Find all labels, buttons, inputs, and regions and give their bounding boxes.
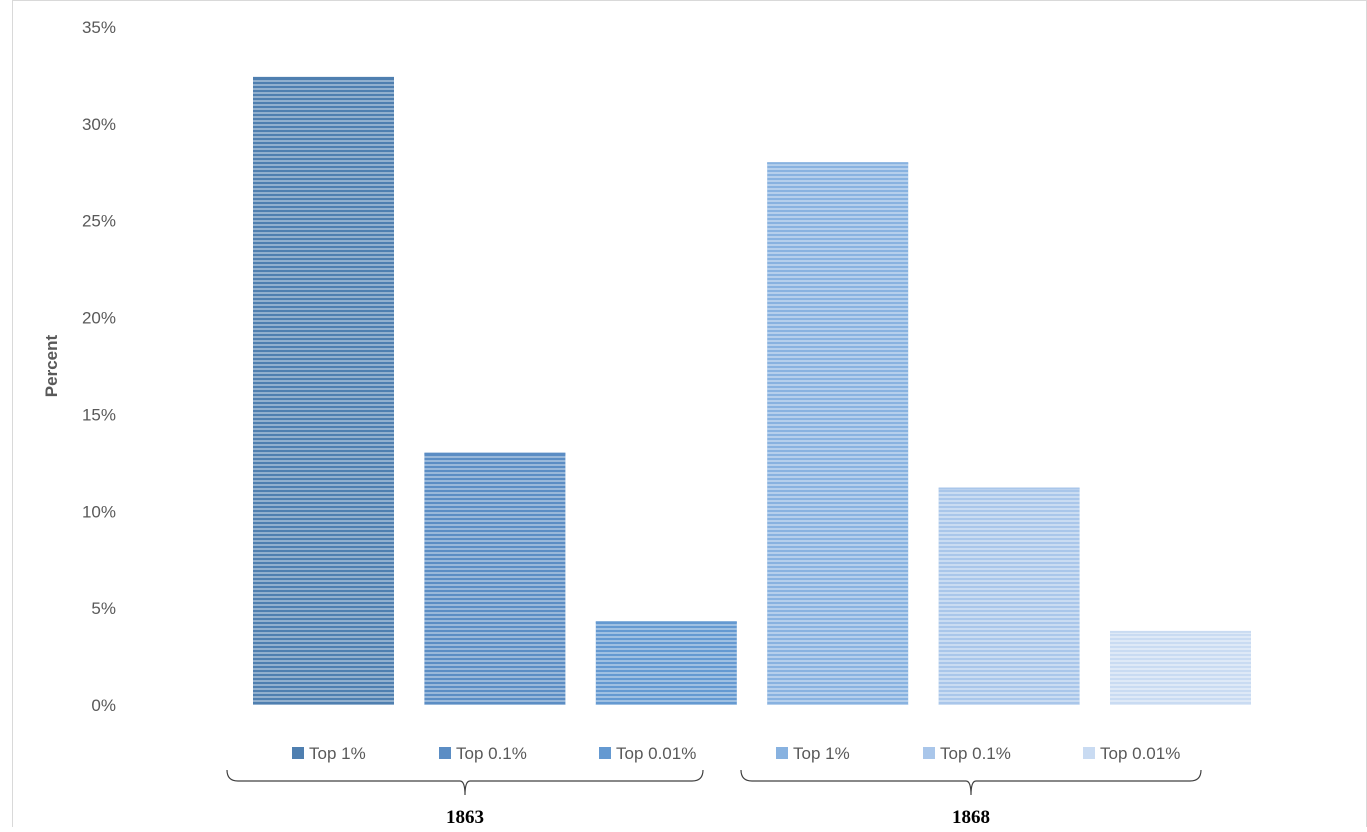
legend-swatch [439, 747, 451, 759]
y-tick-label: 35% [82, 18, 116, 37]
group-bracket [740, 769, 1202, 796]
bar-stripes [1110, 631, 1251, 705]
legend-label: Top 0.1% [940, 744, 1011, 763]
group-label: 1863 [446, 807, 484, 827]
legend-label: Top 1% [793, 744, 850, 763]
legend-label: Top 1% [309, 744, 366, 763]
bar-stripes [938, 488, 1080, 705]
legend-label: Top 0.1% [456, 744, 527, 763]
group-label: 1868 [952, 807, 990, 827]
bars [253, 76, 1251, 706]
y-axis: 0% 5% 10% 15% 20% 25% 30% 35% [82, 18, 116, 715]
bar-stripes [767, 162, 909, 706]
y-tick-label: 25% [82, 212, 116, 231]
legend-swatch [923, 747, 935, 759]
y-tick-label: 30% [82, 115, 116, 134]
legend-label: Top 0.01% [1100, 744, 1180, 763]
bar-stripes [253, 77, 394, 705]
legend-swatch [1083, 747, 1095, 759]
legend-swatch [599, 747, 611, 759]
legend: Top 1% Top 0.1% Top 0.01% Top 1% Top 0.1% Top… [292, 744, 1180, 763]
legend-swatch [292, 747, 304, 759]
y-tick-label: 0% [91, 696, 116, 715]
group-bracket [226, 769, 704, 796]
y-tick-label: 20% [82, 309, 116, 328]
group-brackets: 1863 1868 [226, 769, 1202, 828]
y-tick-label: 15% [82, 405, 116, 424]
legend-swatch [776, 747, 788, 759]
bar-stripes [595, 621, 737, 705]
legend-label: Top 0.01% [616, 744, 696, 763]
y-axis-title: Percent [42, 334, 61, 397]
y-tick-label: 5% [91, 599, 116, 618]
y-tick-label: 10% [82, 502, 116, 521]
bar-stripes [424, 453, 566, 705]
